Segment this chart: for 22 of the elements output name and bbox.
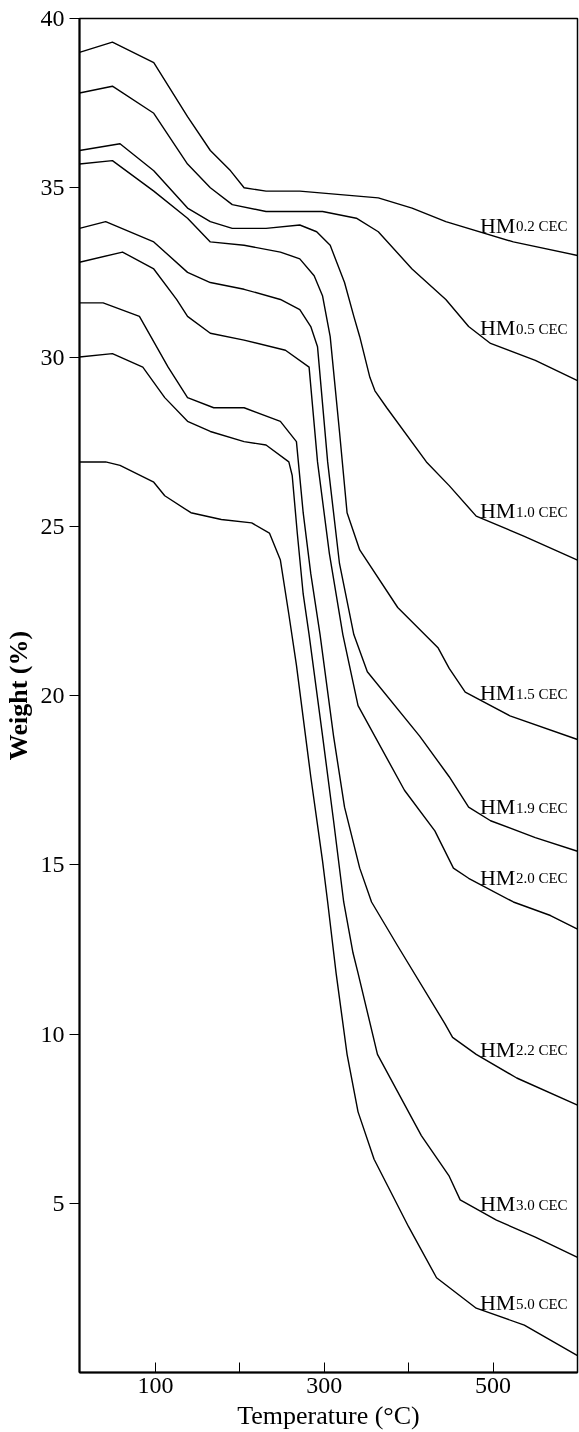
y-axis-title: Weight (%): [3, 630, 33, 761]
series-label: HM5.0 CEC: [479, 1290, 568, 1316]
y-tick-label: 25: [40, 512, 65, 539]
series-label: HM0.5 CEC: [479, 315, 568, 341]
x-tick-label: 100: [137, 1371, 174, 1398]
y-tick-label: 20: [40, 682, 65, 708]
series-label: HM0.2 CEC: [479, 212, 568, 238]
x-tick-label: 500: [475, 1371, 512, 1398]
series-label: HM2.0 CEC: [479, 864, 568, 890]
y-tick-label: 35: [40, 174, 65, 201]
series-label: HM1.0 CEC: [479, 498, 568, 524]
x-tick-label: 300: [306, 1371, 343, 1398]
y-tick-label: 30: [40, 343, 65, 370]
y-tick-label: 15: [40, 851, 65, 878]
y-tick-label: 5: [52, 1189, 65, 1216]
series-label: HM2.2 CEC: [479, 1036, 568, 1062]
series-label: HM3.0 CEC: [479, 1191, 568, 1217]
series-label: HM1.5 CEC: [479, 680, 568, 706]
y-tick-label: 40: [40, 5, 65, 31]
y-tick-label: 10: [40, 1020, 65, 1047]
series-label: HM1.9 CEC: [479, 794, 568, 820]
x-axis-title: Temperature (°C): [237, 1400, 420, 1430]
